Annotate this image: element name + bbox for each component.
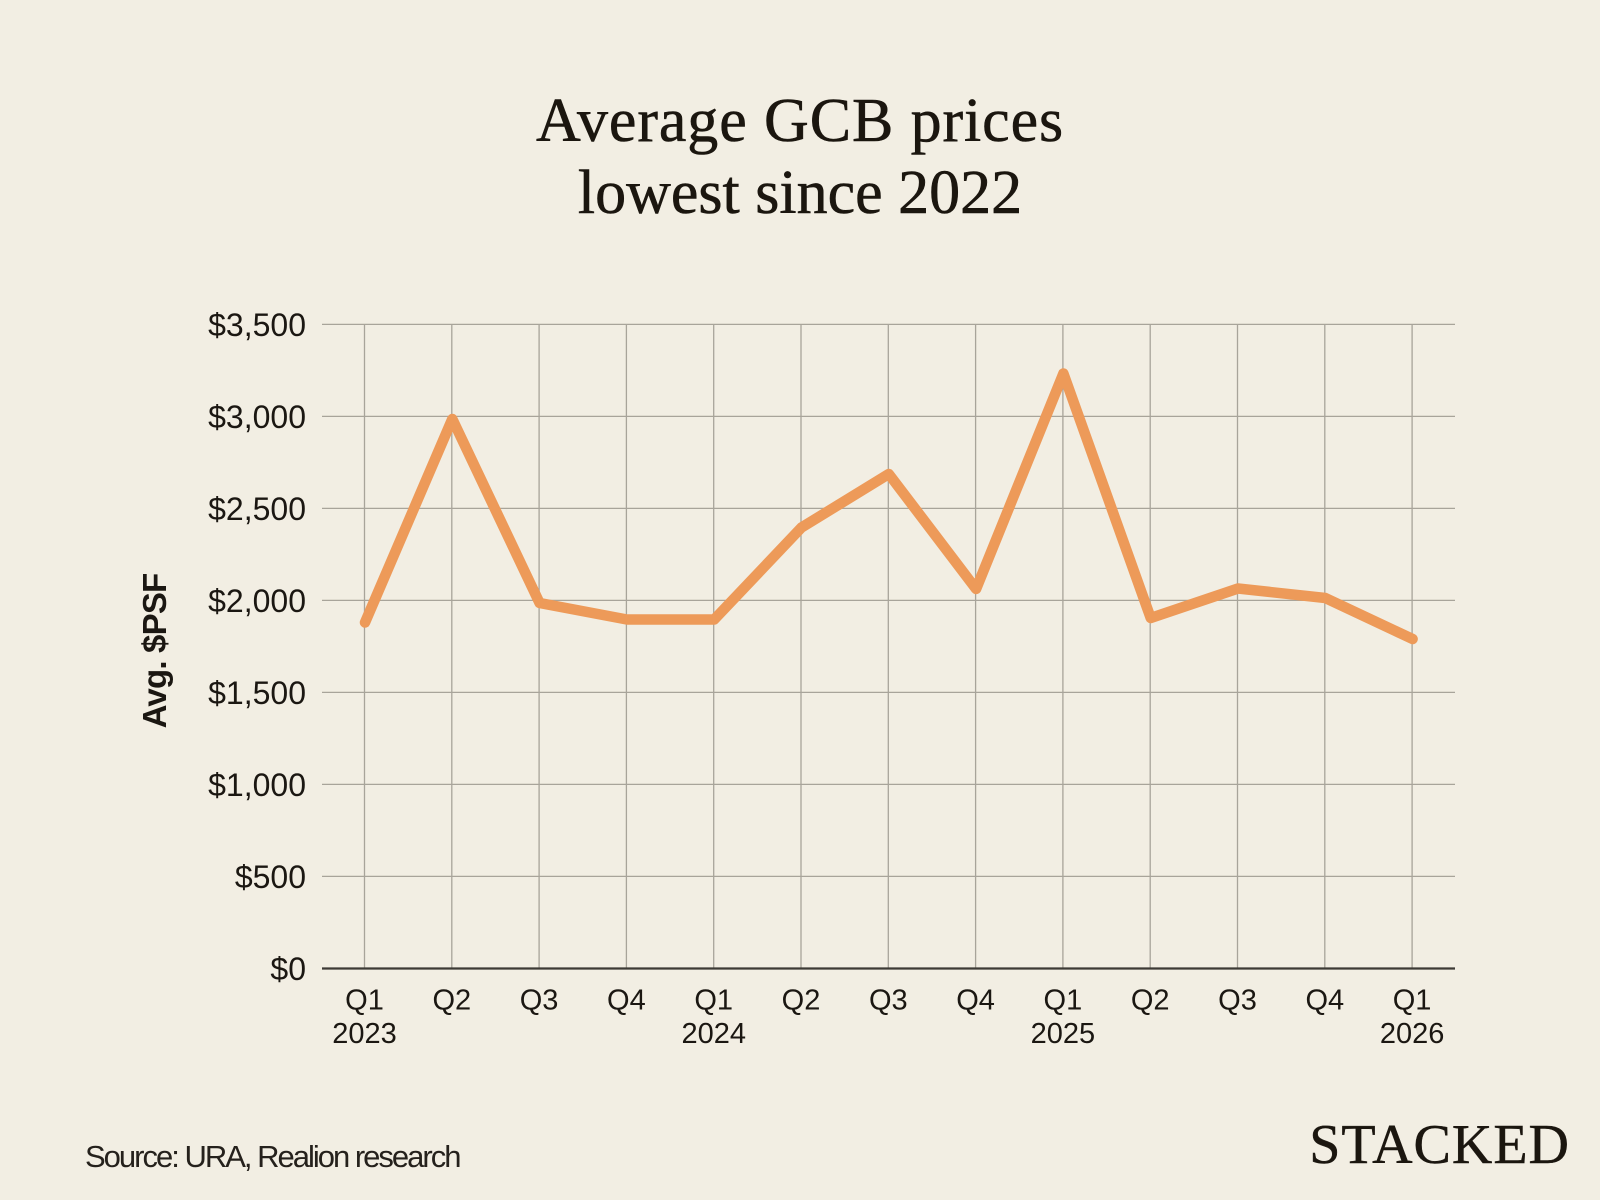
svg-text:Q4: Q4 <box>956 985 995 1017</box>
svg-text:$1,000: $1,000 <box>208 767 306 803</box>
svg-text:Q4: Q4 <box>607 985 646 1017</box>
svg-text:$0: $0 <box>270 951 306 987</box>
svg-text:Q1: Q1 <box>345 985 384 1017</box>
svg-text:2025: 2025 <box>1031 1018 1096 1050</box>
svg-text:Q1: Q1 <box>1044 985 1083 1017</box>
svg-text:Q2: Q2 <box>1131 985 1170 1017</box>
svg-text:Q2: Q2 <box>782 985 821 1017</box>
svg-text:Q3: Q3 <box>869 985 908 1017</box>
svg-text:Q3: Q3 <box>1218 985 1257 1017</box>
svg-text:2023: 2023 <box>332 1018 397 1050</box>
svg-text:2026: 2026 <box>1380 1018 1445 1050</box>
svg-text:Q1: Q1 <box>694 985 733 1017</box>
svg-text:$2,500: $2,500 <box>208 491 306 527</box>
svg-text:Q4: Q4 <box>1305 985 1344 1017</box>
svg-text:Q1: Q1 <box>1393 985 1432 1017</box>
svg-text:Q3: Q3 <box>520 985 559 1017</box>
svg-text:$3,500: $3,500 <box>208 307 306 343</box>
svg-text:$500: $500 <box>235 859 306 895</box>
svg-text:2024: 2024 <box>681 1018 746 1050</box>
svg-text:$3,000: $3,000 <box>208 399 306 435</box>
svg-text:$2,000: $2,000 <box>208 583 306 619</box>
svg-text:$1,500: $1,500 <box>208 675 306 711</box>
svg-text:Q2: Q2 <box>432 985 471 1017</box>
